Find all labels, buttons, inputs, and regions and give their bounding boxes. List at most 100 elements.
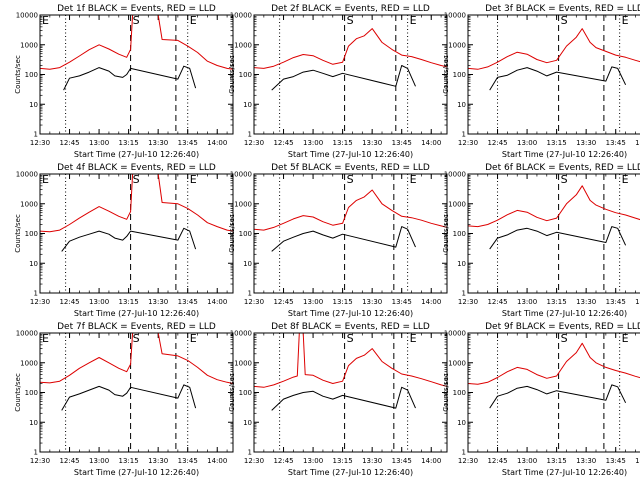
y-axis-label: Counts/sec	[442, 55, 450, 94]
x-tick-label: 12:45	[487, 457, 507, 465]
y-tick-label: 10000	[230, 330, 252, 338]
x-tick-label: 13:30	[362, 298, 382, 306]
x-tick-label: 14:00	[635, 298, 640, 306]
chart-panel-4: Det 4f BLACK = Events, RED = LLD Counts/s…	[14, 163, 234, 318]
marker-label: E	[622, 332, 629, 345]
marker-label: E	[622, 173, 629, 186]
y-tick-label: 1000	[234, 41, 252, 49]
x-tick-label: 12:30	[458, 457, 478, 465]
marker-label: E	[410, 14, 417, 27]
x-tick-label: 13:00	[89, 298, 109, 306]
plot-frame	[39, 332, 234, 453]
x-tick-label: 13:15	[333, 457, 353, 465]
y-tick-label: 10000	[16, 330, 38, 338]
plot-frame	[253, 14, 448, 135]
marker-label: S	[133, 14, 140, 27]
y-tick-label: 1000	[234, 200, 252, 208]
marker-label: E	[42, 173, 49, 186]
x-tick-label: 13:15	[333, 139, 353, 147]
x-tick-label: 13:00	[303, 139, 323, 147]
x-tick-label: 13:15	[119, 457, 139, 465]
x-tick-label: 12:45	[59, 457, 79, 465]
x-tick-label: 12:30	[244, 298, 264, 306]
y-tick-label: 10	[29, 260, 38, 268]
x-tick-label: 13:00	[517, 298, 537, 306]
marker-label: E	[190, 14, 197, 27]
y-tick-label: 100	[239, 389, 252, 397]
y-axis-label: Counts/sec	[14, 214, 22, 253]
y-tick-label: 10	[29, 101, 38, 109]
marker-label: E	[42, 14, 49, 27]
x-axis-label: Start Time (27-Jul-10 12:26:40)	[288, 150, 413, 159]
y-tick-label: 100	[453, 389, 466, 397]
y-axis-label: Counts/sec	[228, 214, 236, 253]
y-tick-label: 1	[462, 290, 466, 298]
x-tick-label: 12:30	[458, 139, 478, 147]
chart-panel-5: Det 5f BLACK = Events, RED = LLD Counts/s…	[228, 163, 448, 318]
y-tick-label: 1	[248, 290, 252, 298]
x-axis-label: Start Time (27-Jul-10 12:26:40)	[74, 309, 199, 318]
chart-title: Det 7f BLACK = Events, RED = LLD	[57, 322, 216, 332]
series-lld-line	[468, 28, 640, 70]
y-tick-label: 10000	[230, 171, 252, 179]
y-tick-label: 1000	[20, 359, 38, 367]
x-tick-label: 13:30	[362, 457, 382, 465]
y-tick-label: 10000	[444, 12, 466, 20]
series-events-line	[271, 226, 416, 252]
x-axis-label: Start Time (27-Jul-10 12:26:40)	[74, 150, 199, 159]
y-axis-label: Counts/sec	[228, 373, 236, 412]
series-lld-line	[468, 185, 640, 228]
x-axis-label: Start Time (27-Jul-10 12:26:40)	[74, 468, 199, 477]
y-tick-label: 1000	[20, 200, 38, 208]
x-tick-label: 13:00	[89, 139, 109, 147]
marker-label: E	[410, 332, 417, 345]
x-tick-label: 13:45	[178, 298, 198, 306]
series-events-line	[489, 226, 627, 250]
marker-label: S	[561, 14, 568, 27]
plot-frame	[253, 173, 448, 294]
series-events-line	[489, 384, 627, 409]
x-tick-label: 12:30	[30, 139, 50, 147]
marker-label: S	[347, 14, 354, 27]
series-events-line	[271, 65, 416, 91]
x-tick-label: 13:45	[392, 139, 412, 147]
x-tick-label: 13:00	[303, 457, 323, 465]
chart-title: Det 9f BLACK = Events, RED = LLD	[485, 322, 640, 332]
chart-title: Det 2f BLACK = Events, RED = LLD	[271, 4, 430, 14]
x-tick-label: 13:45	[178, 457, 198, 465]
chart-title: Det 4f BLACK = Events, RED = LLD	[57, 163, 216, 173]
x-tick-label: 13:00	[89, 457, 109, 465]
y-tick-label: 10	[243, 419, 252, 427]
y-tick-label: 10	[457, 419, 466, 427]
x-tick-label: 13:45	[606, 298, 626, 306]
y-tick-label: 100	[239, 71, 252, 79]
chart-panel-8: Det 8f BLACK = Events, RED = LLD Counts/s…	[228, 322, 448, 477]
y-tick-label: 1000	[448, 200, 466, 208]
x-tick-label: 12:45	[273, 298, 293, 306]
y-tick-label: 1000	[234, 359, 252, 367]
marker-label: S	[561, 332, 568, 345]
x-axis-label: Start Time (27-Jul-10 12:26:40)	[288, 468, 413, 477]
x-tick-label: 13:30	[576, 457, 596, 465]
y-axis-label: Counts/sec	[14, 55, 22, 94]
x-tick-label: 12:30	[244, 457, 264, 465]
y-tick-label: 100	[25, 230, 38, 238]
x-tick-label: 13:45	[606, 457, 626, 465]
x-axis-label: Start Time (27-Jul-10 12:26:40)	[502, 309, 627, 318]
series-lld-line	[40, 174, 233, 233]
y-tick-label: 1	[248, 449, 252, 457]
series-lld-line	[468, 342, 640, 385]
x-tick-label: 14:00	[421, 298, 441, 306]
x-tick-label: 13:45	[178, 139, 198, 147]
series-events-line	[63, 65, 197, 91]
x-tick-label: 13:15	[547, 457, 567, 465]
y-tick-label: 1	[462, 131, 466, 139]
x-tick-label: 14:00	[635, 457, 640, 465]
plot-frame	[39, 14, 234, 135]
x-tick-label: 13:30	[148, 298, 168, 306]
x-tick-label: 14:00	[421, 457, 441, 465]
marker-label: E	[410, 173, 417, 186]
y-tick-label: 10	[457, 101, 466, 109]
y-tick-label: 10000	[16, 171, 38, 179]
